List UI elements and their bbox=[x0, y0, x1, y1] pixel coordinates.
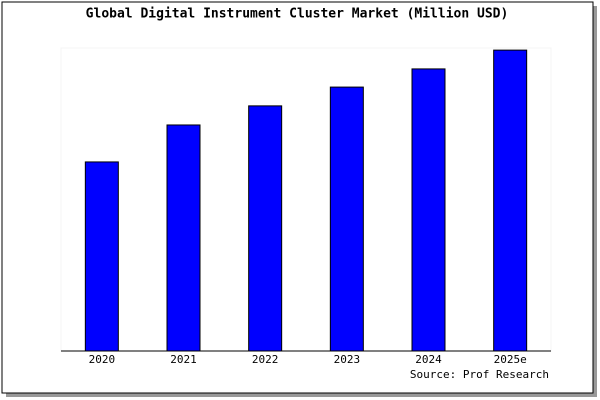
plot-area bbox=[60, 47, 552, 352]
source: Source: Prof Research bbox=[410, 368, 549, 381]
bar bbox=[166, 124, 201, 352]
x-tick-label: 2022 bbox=[252, 353, 279, 366]
x-tick-label: 2025e bbox=[494, 353, 527, 366]
x-tick-label: 2020 bbox=[89, 353, 116, 366]
x-tick-label: 2023 bbox=[334, 353, 361, 366]
bar bbox=[84, 161, 119, 352]
bar bbox=[248, 105, 283, 352]
bar bbox=[411, 68, 446, 352]
bar bbox=[329, 86, 364, 352]
bar bbox=[493, 49, 528, 352]
chart-title: Global Digital Instrument Cluster Market… bbox=[86, 7, 509, 22]
x-tick-label: 2024 bbox=[415, 353, 442, 366]
x-tick-label: 2021 bbox=[170, 353, 197, 366]
